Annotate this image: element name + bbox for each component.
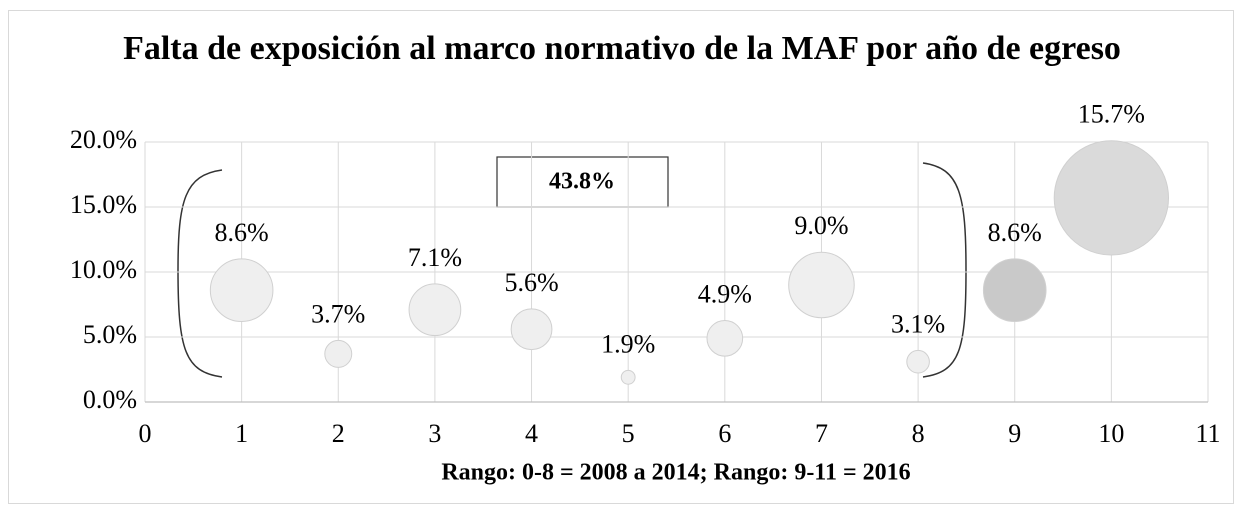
x-tick-label: 6 xyxy=(718,419,731,448)
data-label: 8.6% xyxy=(215,218,269,247)
data-label: 7.1% xyxy=(408,243,462,272)
y-tick-label: 5.0% xyxy=(83,320,137,349)
x-tick-label: 8 xyxy=(912,419,925,448)
x-tick-label: 0 xyxy=(139,419,152,448)
y-tick-label: 10.0% xyxy=(70,255,137,284)
bubble xyxy=(510,308,553,351)
x-tick-label: 2 xyxy=(332,419,345,448)
chart-frame xyxy=(8,10,1234,504)
y-tick-label: 20.0% xyxy=(70,125,137,154)
x-tick-label: 10 xyxy=(1098,419,1124,448)
annotation: 43.8% xyxy=(549,169,615,195)
x-tick-label: 7 xyxy=(815,419,828,448)
annotation-box xyxy=(496,156,669,208)
data-label: 9.0% xyxy=(794,211,848,240)
x-tick-label: 4 xyxy=(525,419,538,448)
data-label: 1.9% xyxy=(601,329,655,358)
bubble xyxy=(788,251,855,319)
bracket-left xyxy=(177,169,223,378)
chart-title: Falta de exposición al marco normativo d… xyxy=(123,30,1121,67)
x-tick-label: 11 xyxy=(1195,419,1220,448)
data-label: 4.9% xyxy=(698,279,752,308)
data-label: 3.7% xyxy=(311,299,365,328)
x-tick-label: 1 xyxy=(235,419,248,448)
x-tick-label: 9 xyxy=(1008,419,1021,448)
bubble xyxy=(209,258,274,323)
bubble xyxy=(706,319,744,357)
bracket-right xyxy=(922,162,967,378)
bubble xyxy=(1053,140,1170,256)
data-label: 15.7% xyxy=(1078,100,1145,129)
bubble xyxy=(906,349,930,374)
x-axis-title: Rango: 0-8 = 2008 a 2014; Rango: 9-11 = … xyxy=(441,460,910,486)
bubble xyxy=(408,283,462,337)
x-tick-label: 3 xyxy=(428,419,441,448)
y-tick-label: 0.0% xyxy=(83,385,137,414)
bubble xyxy=(620,369,636,385)
bubble xyxy=(324,339,353,368)
data-label: 3.1% xyxy=(891,309,945,338)
x-tick-label: 5 xyxy=(622,419,635,448)
data-label: 8.6% xyxy=(988,218,1042,247)
bubble xyxy=(982,258,1047,323)
y-tick-label: 15.0% xyxy=(70,190,137,219)
data-label: 5.6% xyxy=(504,268,558,297)
